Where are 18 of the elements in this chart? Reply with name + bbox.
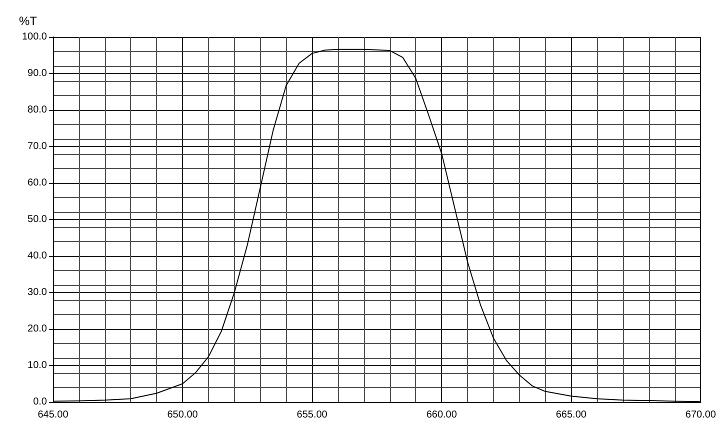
x-tick-label: 670.00	[685, 410, 716, 420]
y-tick-label: 10.0	[28, 360, 48, 371]
x-tick-label: 665.00	[556, 410, 587, 420]
y-tick-label: 60.0	[28, 178, 48, 188]
y-tick-label: 80.0	[28, 104, 48, 116]
y-tick-label: 50.0	[28, 214, 48, 225]
x-tick-label: 660.00	[426, 410, 458, 420]
x-tick-label: 645.00	[38, 410, 69, 420]
y-tick-label: 90.0	[28, 68, 48, 79]
y-tick-label: 70.0	[28, 141, 48, 152]
y-tick-label: 100.0	[22, 32, 48, 42]
y-tick-label: 0.0	[33, 396, 48, 408]
y-tick-label: 40.0	[28, 250, 48, 262]
y-tick-label: 30.0	[28, 287, 48, 298]
y-tick-label: 20.0	[28, 324, 48, 334]
x-tick-label: 655.00	[296, 410, 328, 420]
y-axis-title: %T	[19, 14, 38, 28]
x-tick-label: 650.00	[167, 410, 198, 420]
